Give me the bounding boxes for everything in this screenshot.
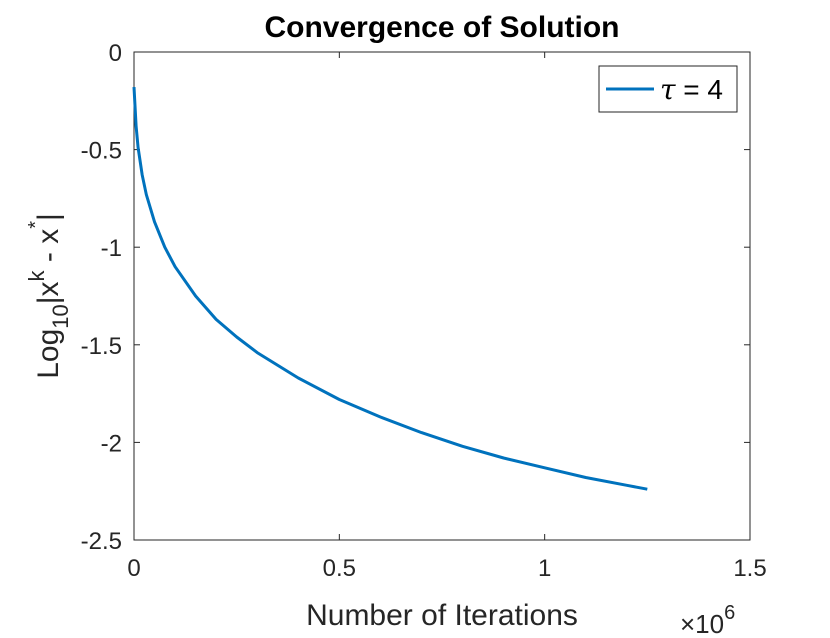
y-axis-title-end: | (32, 213, 65, 221)
y-tick-label: 0 (109, 40, 122, 67)
y-axis-title-body: |x (32, 281, 65, 304)
legend: τ = 4 (598, 65, 738, 113)
x-tick-label: 1 (538, 555, 551, 582)
y-axis-title-subscript: 10 (48, 304, 73, 328)
legend-label: τ = 4 (660, 73, 723, 106)
y-axis-title-base: Log (32, 329, 65, 379)
y-axis-title-sup-k: k (24, 269, 49, 281)
y-tick-label: -2 (101, 430, 122, 457)
y-tick-label: -1.5 (81, 333, 122, 360)
x-tick-label: 0 (127, 555, 140, 582)
y-axis-title-sup-star: * (25, 221, 47, 229)
y-tick-label: -0.5 (81, 138, 122, 165)
series-group (132, 87, 648, 491)
series-line-tau-4 (132, 87, 648, 491)
plot-area (133, 51, 751, 541)
x-axis-multiplier-base: ×10 (680, 609, 724, 638)
x-axis-multiplier: ×106 (680, 602, 735, 638)
legend-label-rest: = 4 (676, 74, 723, 105)
chart-title: Convergence of Solution (264, 11, 619, 44)
y-tick-label: -2.5 (81, 528, 122, 555)
x-axis-title: Number of Iterations (306, 599, 578, 632)
y-axis-title-mid: - x (32, 229, 65, 271)
x-axis-ticks: 0 0.5 1 1.5 (127, 52, 767, 582)
x-tick-label: 0.5 (323, 555, 356, 582)
y-tick-label: -1 (101, 235, 122, 262)
legend-label-symbol: τ (660, 73, 676, 106)
y-axis-ticks: 0 -0.5 -1 -1.5 -2 -2.5 (81, 40, 750, 555)
x-axis-multiplier-exponent: 6 (724, 602, 735, 624)
y-axis-title: Log10|xk - x*| (24, 213, 73, 379)
x-tick-label: 1.5 (733, 555, 766, 582)
